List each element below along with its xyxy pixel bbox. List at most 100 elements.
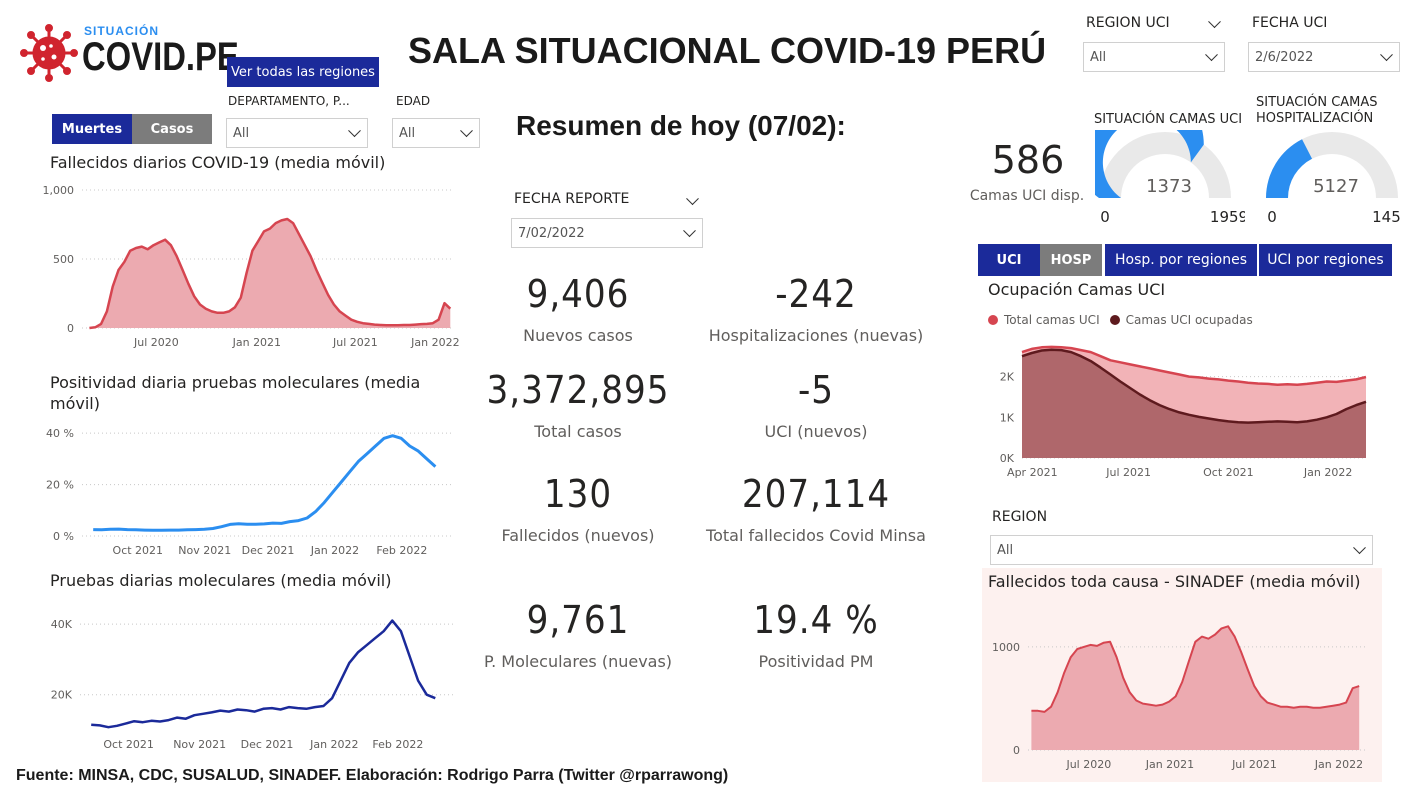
chevron-down-icon bbox=[1205, 48, 1218, 62]
chevron-down-icon bbox=[1353, 541, 1366, 555]
x-tick-label: Nov 2021 bbox=[173, 738, 226, 751]
fallecidos-chart: 0 500 1,000 Jul 2020 Jan 2021 Jul 2021 Jan 202… bbox=[43, 184, 460, 349]
tab-muertes[interactable]: Muertes bbox=[52, 114, 132, 144]
series-line bbox=[89, 217, 452, 330]
kpi-value: 130 bbox=[543, 472, 613, 516]
y-tick-label: 40 % bbox=[46, 427, 74, 440]
region-uci-value: All bbox=[1090, 49, 1107, 65]
gauge-fill bbox=[1095, 130, 1204, 198]
chevron-down-icon bbox=[460, 124, 473, 138]
chevron-down-icon[interactable] bbox=[686, 192, 699, 206]
region-uci-dropdown[interactable]: All bbox=[1083, 42, 1225, 72]
x-tick-label: Jan 2021 bbox=[1145, 758, 1194, 771]
x-tick-label: Oct 2021 bbox=[113, 544, 164, 557]
series-line bbox=[1021, 345, 1367, 386]
x-tick-label: Jan 2022 bbox=[1314, 758, 1363, 771]
virus-icon bbox=[20, 24, 78, 82]
x-tick-label: Apr 2021 bbox=[1007, 466, 1058, 479]
series-line bbox=[93, 434, 437, 532]
series-area bbox=[1031, 626, 1360, 750]
x-tick-label: Oct 2021 bbox=[103, 738, 154, 751]
x-tick-label: Jul 2021 bbox=[332, 336, 378, 349]
kpi-value: 19.4 % bbox=[753, 598, 879, 642]
ver-todas-button[interactable]: Ver todas las regiones bbox=[227, 57, 379, 87]
gauge-min: 0 bbox=[1267, 208, 1277, 226]
fecha-uci-value: 2/6/2022 bbox=[1255, 49, 1314, 65]
edad-dropdown[interactable]: All bbox=[392, 118, 480, 148]
kpi-label: P. Moleculares (nuevas) bbox=[483, 652, 673, 671]
fecha-reporte-dropdown[interactable]: 7/02/2022 bbox=[511, 218, 703, 248]
x-tick-label: Jan 2021 bbox=[232, 336, 281, 349]
legend-total-label: Total camas UCI bbox=[1004, 313, 1100, 327]
y-tick-label: 20K bbox=[51, 689, 73, 702]
tab-uci[interactable]: UCI bbox=[978, 244, 1040, 276]
region-uci-label: REGION UCI bbox=[1086, 15, 1170, 31]
sinadef-chart: 0 1000 Jul 2020 Jan 2021 Jul 2021 Jan 2022 bbox=[992, 625, 1366, 771]
x-tick-label: Jan 2022 bbox=[410, 336, 459, 349]
x-tick-label: Jan 2022 bbox=[1303, 466, 1352, 479]
kpi-value: 9,406 bbox=[526, 272, 630, 316]
fallecidos-chart-title: Fallecidos diarios COVID-19 (media móvil… bbox=[50, 153, 386, 172]
series-area bbox=[1022, 349, 1366, 458]
x-tick-label: Jul 2021 bbox=[1231, 758, 1277, 771]
x-tick-label: Dec 2021 bbox=[241, 738, 294, 751]
positividad-chart-title: Positividad diaria pruebas moleculares (… bbox=[50, 373, 421, 413]
x-tick-label: Jul 2020 bbox=[1065, 758, 1111, 771]
tab-uci-por-regiones[interactable]: UCI por regiones bbox=[1259, 244, 1392, 276]
logo-big-text: COVID.PE bbox=[82, 35, 239, 79]
fecha-uci-dropdown[interactable]: 2/6/2022 bbox=[1248, 42, 1400, 72]
sinadef-chart-title: Fallecidos toda causa - SINADEF (media m… bbox=[988, 572, 1361, 591]
ocupacion-chart-title: Ocupación Camas UCI bbox=[988, 280, 1166, 299]
y-tick-label: 0K bbox=[1000, 452, 1015, 465]
departamento-dropdown[interactable]: All bbox=[226, 118, 368, 148]
chevron-down-icon[interactable] bbox=[1208, 15, 1221, 29]
y-tick-label: 20 % bbox=[46, 479, 74, 492]
kpi-value: 9,761 bbox=[526, 598, 630, 642]
gauge-uci-title: SITUACIÓN CAMAS UCI bbox=[1093, 112, 1243, 127]
legend-dot-ocupadas bbox=[1109, 315, 1120, 325]
tab-casos[interactable]: Casos bbox=[132, 114, 212, 144]
fecha-uci-label: FECHA UCI bbox=[1252, 15, 1328, 31]
chevron-down-icon bbox=[1380, 48, 1393, 62]
departamento-value: All bbox=[233, 125, 250, 141]
legend-ocupadas-label: Camas UCI ocupadas bbox=[1125, 313, 1253, 327]
camas-value: 586 bbox=[991, 138, 1065, 182]
kpi-label: Fallecidos (nuevos) bbox=[501, 526, 655, 545]
pruebas-chart: 20K 40K Oct 2021 Nov 2021 Dec 2021 Jan 2022 Fe… bbox=[51, 618, 454, 751]
legend-dot-total bbox=[988, 315, 998, 325]
series-area bbox=[89, 219, 451, 328]
gauge-uci: 1373 0 1959 bbox=[1095, 130, 1245, 226]
y-tick-label: 500 bbox=[53, 253, 74, 266]
x-tick-label: Jul 2021 bbox=[1105, 466, 1151, 479]
x-tick-label: Oct 2021 bbox=[1203, 466, 1254, 479]
page-title: SALA SITUACIONAL COVID-19 PERÚ bbox=[408, 30, 1047, 71]
y-tick-label: 1,000 bbox=[43, 184, 75, 197]
gauge-min: 0 bbox=[1100, 208, 1110, 226]
kpi-label: Nuevos casos bbox=[523, 326, 633, 345]
gauge-hosp: 5127 0 14582 bbox=[1266, 132, 1401, 226]
kpi-label: Total fallecidos Covid Minsa bbox=[706, 526, 926, 545]
tab-hosp[interactable]: HOSP bbox=[1040, 244, 1102, 276]
departamento-label: DEPARTAMENTO, P... bbox=[228, 94, 350, 108]
fecha-reporte-value: 7/02/2022 bbox=[518, 225, 585, 241]
y-tick-label: 1K bbox=[1000, 411, 1015, 424]
y-tick-label: 1000 bbox=[992, 641, 1020, 654]
region-dropdown[interactable]: All bbox=[990, 535, 1373, 565]
x-tick-label: Feb 2022 bbox=[376, 544, 427, 557]
resumen-heading: Resumen de hoy (07/02): bbox=[516, 110, 846, 141]
kpi-value: -5 bbox=[797, 368, 835, 412]
y-tick-label: 2K bbox=[1000, 371, 1015, 384]
ocupacion-chart: 0K 1K 2K Apr 2021 Jul 2021 Oct 2021 Jan 2022 bbox=[1000, 345, 1367, 479]
kpi-value: -242 bbox=[775, 272, 857, 316]
edad-value: All bbox=[399, 125, 416, 141]
footer-source: Fuente: MINSA, CDC, SUSALUD, SINADEF. El… bbox=[16, 767, 729, 784]
series-line bbox=[1031, 625, 1360, 713]
x-tick-label: Jan 2022 bbox=[309, 738, 358, 751]
pruebas-chart-title: Pruebas diarias moleculares (media móvil… bbox=[50, 571, 392, 590]
kpi-value: 3,372,895 bbox=[486, 368, 670, 412]
tab-hosp-por-regiones[interactable]: Hosp. por regiones bbox=[1105, 244, 1257, 276]
fecha-reporte-label: FECHA REPORTE bbox=[514, 191, 630, 207]
x-tick-label: Jul 2020 bbox=[133, 336, 179, 349]
region-label: REGION bbox=[992, 509, 1048, 525]
kpi-label: Hospitalizaciones (nuevas) bbox=[708, 326, 924, 345]
